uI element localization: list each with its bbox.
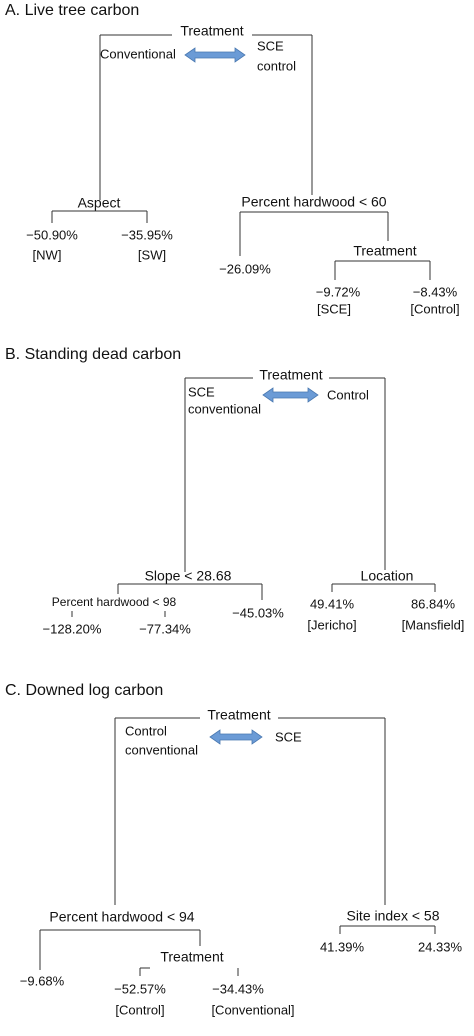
leaf-label: [SCE] — [317, 301, 351, 316]
node-label: Percent hardwood < 94 — [49, 909, 194, 925]
node-label: Slope < 28.68 — [145, 568, 232, 584]
node-label: Location — [361, 568, 414, 584]
leaf-label: [Control] — [410, 301, 459, 316]
leaf-value: −77.34% — [139, 621, 191, 636]
leaf-value: 49.41% — [310, 596, 355, 611]
leaf-label: [Control] — [115, 1002, 164, 1017]
node-label: Treatment — [259, 367, 322, 383]
leaf-value: −26.09% — [219, 261, 271, 276]
leaf-value: −9.68% — [20, 973, 65, 988]
group-label: control — [257, 58, 296, 73]
leaf-value: −8.43% — [413, 284, 458, 299]
leaf-label: [Conventional] — [211, 1002, 294, 1017]
arrow — [184, 47, 246, 63]
node-label: Percent hardwood < 60 — [241, 194, 386, 210]
group-label: Conventional — [100, 46, 176, 61]
node-label: Aspect — [78, 195, 121, 211]
panel-c: C. Downed log carbon Treatment Control c… — [5, 682, 462, 1017]
node-label: Treatment — [160, 949, 223, 965]
arrow — [262, 387, 319, 403]
leaf-value: −34.43% — [212, 981, 264, 996]
leaf-value: −128.20% — [43, 621, 102, 636]
arrow — [209, 729, 263, 745]
node-label: Percent hardwood < 98 — [52, 595, 177, 609]
leaf-value: −35.95% — [121, 227, 173, 242]
panel-title: A. Live tree carbon — [5, 2, 139, 19]
group-label: Control — [327, 387, 369, 402]
panel-title: B. Standing dead carbon — [5, 346, 181, 363]
node-label: Site index < 58 — [346, 908, 439, 924]
leaf-value: −50.90% — [26, 227, 78, 242]
leaf-label: [SW] — [138, 247, 166, 262]
panel-title: C. Downed log carbon — [5, 682, 163, 699]
panel-b: B. Standing dead carbon Treatment SCE co… — [5, 346, 464, 636]
panel-a: A. Live tree carbon Treatment Convention… — [5, 2, 460, 316]
leaf-value: −45.03% — [232, 605, 284, 620]
node-label: Treatment — [180, 23, 243, 39]
group-label: SCE — [188, 384, 215, 399]
group-label: SCE — [257, 38, 284, 53]
leaf-value: 24.33% — [418, 939, 463, 954]
group-label: conventional — [188, 401, 261, 416]
leaf-label: [Mansfield] — [402, 617, 465, 632]
leaf-value: 41.39% — [320, 939, 365, 954]
node-label: Treatment — [207, 707, 270, 723]
leaf-value: 86.84% — [411, 596, 456, 611]
group-label: SCE — [275, 729, 302, 744]
leaf-value: −9.72% — [316, 284, 361, 299]
leaf-label: [Jericho] — [307, 617, 356, 632]
group-label: Control — [125, 723, 167, 738]
leaf-label: [NW] — [33, 247, 62, 262]
node-label: Treatment — [353, 243, 416, 259]
leaf-value: −52.57% — [114, 981, 166, 996]
group-label: conventional — [125, 742, 198, 757]
